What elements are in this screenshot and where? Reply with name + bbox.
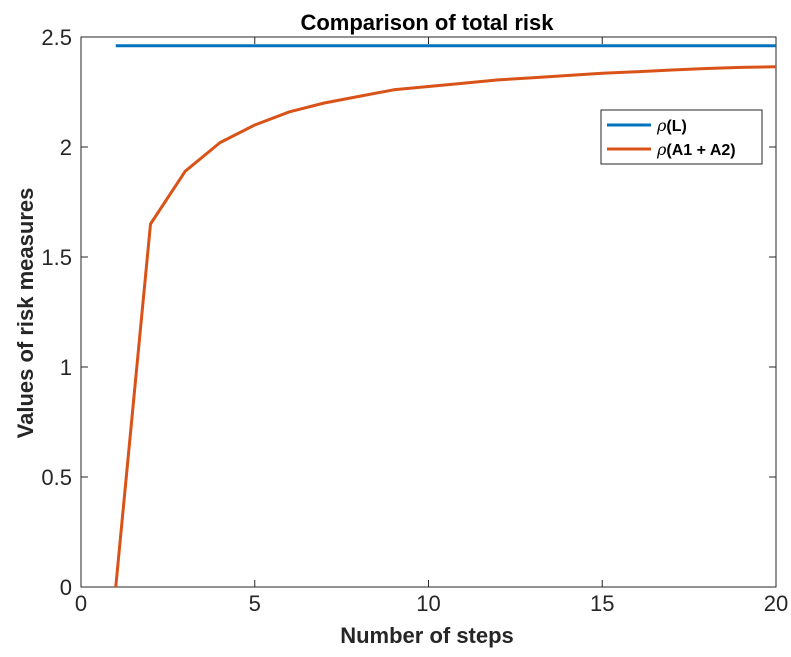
legend: ρ(L)ρ(A1 + A2) [600, 109, 763, 165]
chart-title: Comparison of total risk [300, 10, 554, 35]
y-tick-label: 2.5 [41, 25, 72, 50]
legend-symbol: ρ [656, 140, 667, 159]
legend-entry: ρ(A1 + A2) [656, 140, 736, 159]
y-tick-label: 0.5 [41, 465, 72, 490]
y-tick-label: 1 [60, 355, 72, 380]
x-tick-label: 10 [416, 591, 440, 616]
legend-symbol: ρ [656, 116, 667, 135]
legend-label: (A1 + A2) [666, 142, 735, 159]
legend-label: (L) [666, 118, 686, 135]
y-tick-label: 0 [60, 575, 72, 600]
x-tick-label: 15 [590, 591, 614, 616]
y-tick-label: 1.5 [41, 245, 72, 270]
x-tick-label: 0 [75, 591, 87, 616]
series-line-2 [114, 65, 777, 588]
legend-entry: ρ(L) [656, 116, 687, 135]
y-axis-label: Values of risk measures [13, 188, 38, 439]
x-tick-label: 5 [249, 591, 261, 616]
x-axis-label: Number of steps [340, 623, 514, 648]
y-tick-label: 2 [60, 135, 72, 160]
x-tick-label: 20 [764, 591, 788, 616]
legend-box [600, 109, 763, 165]
